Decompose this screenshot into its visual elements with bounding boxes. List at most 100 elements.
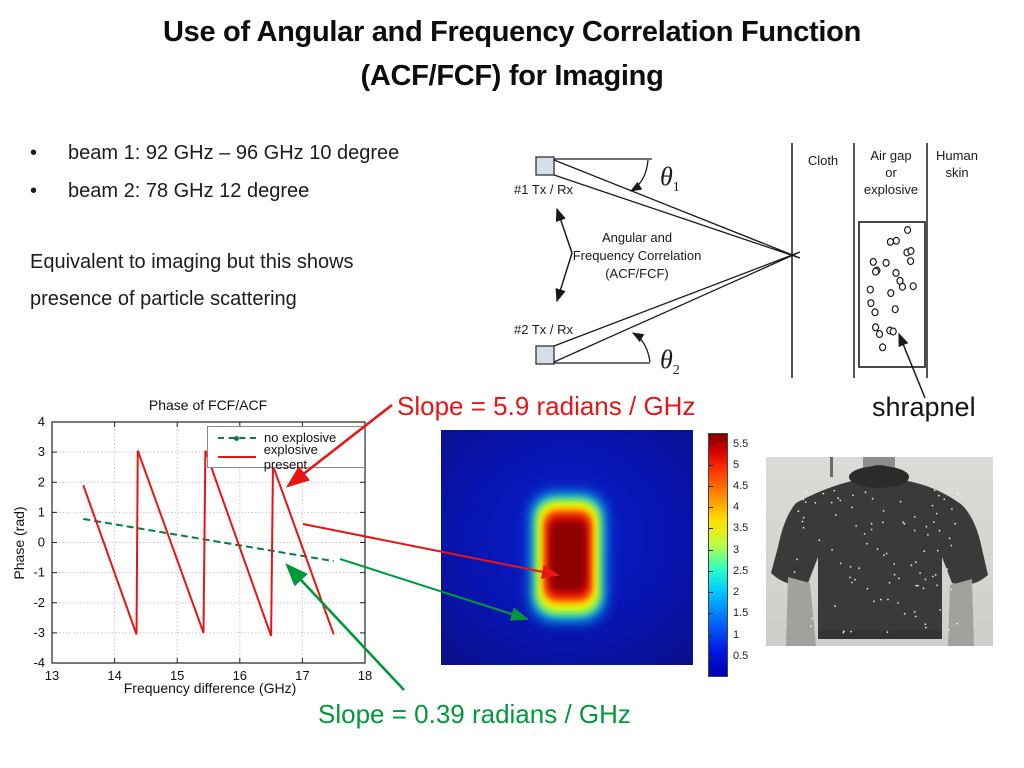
shrapnel-particle <box>909 282 917 291</box>
speckle-dot <box>917 584 919 587</box>
speckle-dot <box>924 623 927 626</box>
speckle-dot <box>851 506 853 509</box>
colorbar-tick-mark <box>709 464 713 466</box>
speckle-dot <box>939 609 942 611</box>
shrapnel-particle <box>907 246 915 255</box>
heatmap-image <box>441 430 693 665</box>
theta1-label: θ1 <box>660 162 680 195</box>
speckle-dot <box>849 565 852 568</box>
speckle-dot <box>885 552 888 555</box>
shrapnel-particle <box>889 327 897 336</box>
speckle-dot <box>897 602 899 604</box>
shrapnel-particle <box>892 236 900 245</box>
tx1-label: #1 Tx / Rx <box>514 182 574 197</box>
speckle-dot <box>946 568 949 571</box>
speckle-dot <box>842 630 845 633</box>
shrapnel-particle <box>891 305 899 314</box>
speckle-dot <box>858 567 861 570</box>
theta1-arc-arrow <box>629 159 649 192</box>
speckle-dot <box>883 554 885 557</box>
colorbar-tick-label: 5 <box>733 458 740 471</box>
shrapnel-particle <box>907 257 915 266</box>
colorbar-tick-label: 1 <box>733 628 740 641</box>
y-tick-label: -1 <box>33 565 45 580</box>
left-forearm <box>786 577 816 646</box>
speckle-dot <box>811 617 813 620</box>
speckle-dot <box>919 572 921 575</box>
title-line-1: Use of Angular and Frequency Correlation… <box>162 16 861 48</box>
speckle-dot <box>893 563 896 565</box>
heatmap-hotspot <box>532 494 604 620</box>
speckle-dot <box>903 612 906 615</box>
shrapnel-particle <box>887 289 895 298</box>
beam2-path <box>553 251 801 363</box>
speckle-dot <box>833 489 836 492</box>
chart-legend: no explosive explosive present <box>207 426 365 472</box>
speckle-dot <box>915 584 918 587</box>
shrapnel-particle <box>882 258 890 267</box>
correlation-caption-line3: (ACF/FCF) <box>605 266 669 281</box>
speckle-dot <box>931 575 934 578</box>
legend-item-explosive-present: explosive present <box>208 442 364 472</box>
paragraph-line-1: Equivalent to imaging but this shows <box>30 251 354 273</box>
speckle-dot <box>910 564 913 567</box>
speckle-dot <box>851 581 853 584</box>
colorbar-ticks: 5.5 5 4.5 4 3.5 3 2.5 2 1.5 1 0.5 <box>708 433 768 677</box>
speckle-dot <box>810 625 812 628</box>
speckle-dot <box>913 529 916 532</box>
speckle-dot <box>934 573 937 576</box>
bullet-glyph: • <box>30 141 38 164</box>
tx2-antenna-square <box>535 345 555 365</box>
shrapnel-particle <box>896 276 904 285</box>
airgap-label-line2: or <box>885 165 897 180</box>
speckle-dot <box>870 528 873 531</box>
colorbar-tick-mark <box>709 634 713 636</box>
skin-label-line2: skin <box>945 165 968 180</box>
speckle-dot <box>888 581 891 584</box>
speckle-dot <box>834 514 837 516</box>
legend-label: explosive present <box>263 441 318 472</box>
bullet-text: beam 1: 92 GHz – 96 GHz 10 degree <box>68 141 400 164</box>
speckle-dot <box>863 533 866 535</box>
bullet-list: • beam 1: 92 GHz – 96 GHz 10 degree • be… <box>30 134 399 210</box>
speckle-dot <box>936 584 938 587</box>
background-pole <box>830 457 833 477</box>
skin-label-line1: Human <box>936 148 978 163</box>
x-tick-label: 18 <box>358 668 372 683</box>
y-tick-label: -3 <box>33 625 45 640</box>
speckle-dot <box>956 622 959 625</box>
beam-geometry-diagram: θ1 θ2 #1 Tx / Rx #2 Tx / Rx Angular and … <box>514 143 978 399</box>
speckle-dot <box>887 598 889 601</box>
colorbar-tick-mark <box>709 592 713 594</box>
speckle-dot <box>951 508 953 510</box>
speckle-dot <box>880 598 882 601</box>
series-no-explosive <box>83 518 334 563</box>
speckle-dot <box>866 542 868 545</box>
shrapnel-particle <box>872 323 880 332</box>
speckle-dot <box>850 630 852 633</box>
correlation-caption-line1: Angular and <box>602 230 672 245</box>
colorbar-tick-label: 0.5 <box>733 649 749 662</box>
speckle-dot <box>947 628 950 631</box>
speckle-dot <box>893 573 896 576</box>
x-tick-label: 13 <box>45 668 59 683</box>
y-tick-label: 4 <box>38 414 45 429</box>
shrapnel-particle <box>879 343 887 352</box>
speckle-dot <box>914 561 917 564</box>
shrapnel-particles <box>866 225 917 352</box>
speckle-dot <box>801 520 804 523</box>
speckle-dot <box>839 499 842 502</box>
beam1-path <box>553 159 801 259</box>
bullet-item: • beam 1: 92 GHz – 96 GHz 10 degree <box>30 134 399 172</box>
speckle-dot <box>899 500 902 503</box>
speckle-dot <box>873 600 875 603</box>
colorbar-tick-mark <box>709 486 713 488</box>
cloth-label: Cloth <box>808 153 838 168</box>
chart-series <box>82 450 335 637</box>
colorbar-tick-mark <box>709 655 713 657</box>
speckle-dot <box>866 587 869 590</box>
speckle-dot <box>925 525 928 528</box>
speckle-dot <box>849 576 851 579</box>
title-line-2: (ACF/FCF) for Imaging <box>360 60 664 92</box>
speckle-dot <box>864 491 867 494</box>
